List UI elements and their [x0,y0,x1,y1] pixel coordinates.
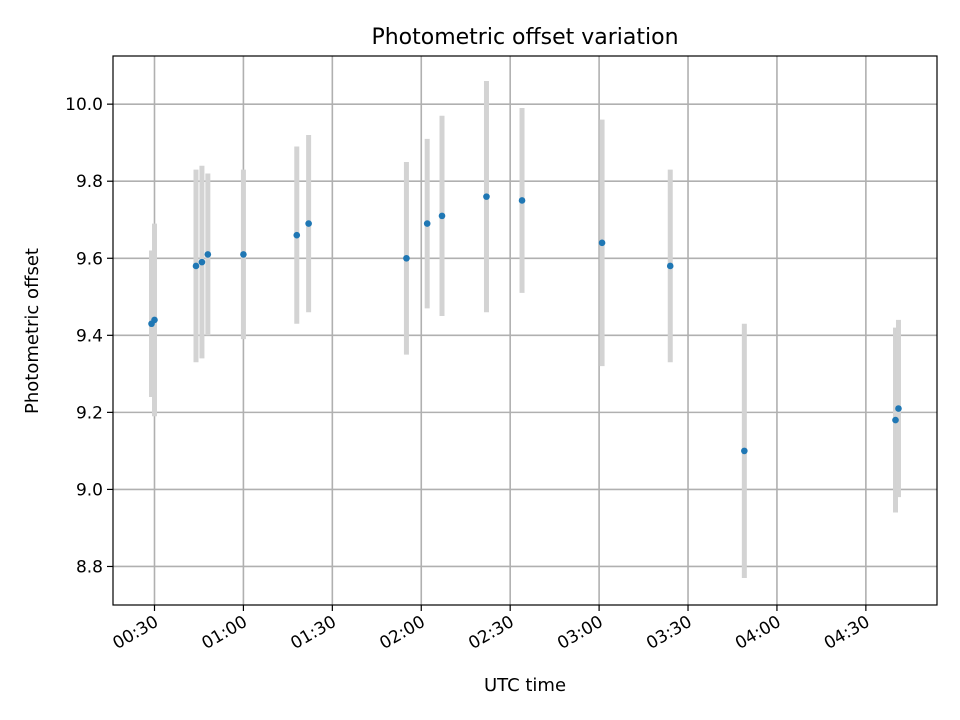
data-point [438,212,446,220]
chart-title: Photometric offset variation [371,25,678,50]
data-point [423,220,431,227]
data-point [305,220,312,227]
grid [113,56,937,605]
data-point [518,197,526,204]
x-tick-label: 00:30 [110,612,162,654]
data-point [192,262,200,270]
plot-area [112,55,938,606]
x-tick-label: 01:30 [287,612,339,654]
data-point [151,316,158,324]
x-tick-label: 04:30 [821,612,873,654]
error-bars [149,81,901,579]
y-tick-label: 9.8 [76,172,103,192]
data-point [240,251,247,258]
y-tick-label: 9.2 [76,403,103,423]
x-tick-label: 03:30 [643,612,695,654]
data-point [892,416,899,424]
x-tick-label: 03:00 [554,612,606,654]
x-axis-label: UTC time [484,675,566,696]
y-tick-label: 9.0 [76,480,103,500]
data-point [293,231,301,239]
x-tick-label: 04:00 [732,612,784,654]
data-points [148,193,902,455]
x-tick-label: 01:00 [198,612,250,654]
y-axis: 8.8 9.0 9.2 9.4 9.6 9.8 10.0 [65,95,113,577]
data-point [403,254,410,262]
y-tick-label: 8.8 [76,557,103,577]
x-tick-label: 02:30 [465,612,517,654]
y-axis-label: Photometric offset [22,248,43,414]
data-point [895,405,902,412]
data-point [198,258,206,266]
data-point [666,262,674,270]
data-point [598,239,606,247]
x-tick-label: 02:00 [376,612,428,654]
y-tick-label: 9.4 [76,326,103,346]
data-point [741,447,748,455]
y-tick-label: 9.6 [76,249,103,269]
data-point [483,193,490,200]
y-tick-label: 10.0 [65,95,103,115]
data-point [204,251,212,258]
x-axis: 00:30 01:00 01:30 02:00 02:30 03:00 03:30 04:00… [110,605,873,654]
